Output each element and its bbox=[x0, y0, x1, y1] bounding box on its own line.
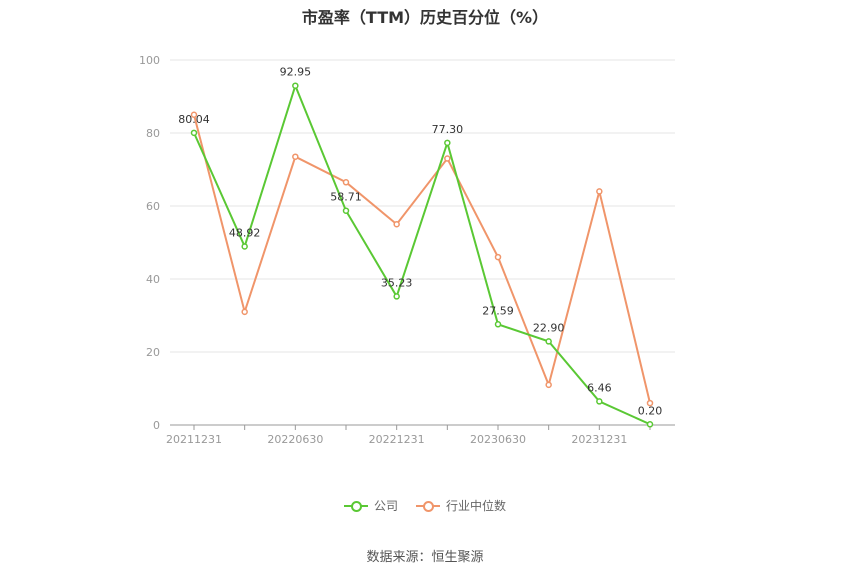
data-point-1 bbox=[444, 155, 451, 162]
data-labels: 80.04 48.92 92.95 58.71 35.23 77.30 27.59 22.90… bbox=[178, 66, 662, 418]
y-tick-label: 40 bbox=[146, 273, 160, 286]
data-point-0 bbox=[190, 129, 198, 137]
x-tick-label: 20211231 bbox=[166, 433, 222, 446]
data-point-0 bbox=[545, 338, 552, 345]
series-layer bbox=[190, 82, 654, 428]
data-label: 27.59 bbox=[482, 304, 514, 317]
y-tick-label: 80 bbox=[146, 127, 160, 140]
data-point-1 bbox=[545, 381, 552, 389]
x-tick-label: 20230630 bbox=[470, 433, 526, 446]
data-label: 0.20 bbox=[638, 404, 663, 417]
data-label: 92.95 bbox=[280, 66, 312, 79]
series-line-0 bbox=[193, 82, 651, 426]
y-tick-label: 100 bbox=[139, 54, 160, 67]
data-label: 80.04 bbox=[178, 113, 210, 126]
data-label: 77.30 bbox=[432, 123, 464, 136]
y-tick-label: 20 bbox=[146, 346, 160, 359]
chart-title: 市盈率（TTM）历史百分位（%） bbox=[301, 8, 549, 27]
legend-item-company[interactable]: 公司 bbox=[343, 497, 398, 514]
data-label: 22.90 bbox=[533, 321, 565, 334]
data-point-1 bbox=[190, 111, 198, 118]
legend: 公司 行业中位数 bbox=[0, 497, 850, 514]
data-point-1 bbox=[393, 221, 400, 228]
legend-label-industry-median: 行业中位数 bbox=[446, 499, 507, 513]
data-label: 6.46 bbox=[587, 381, 612, 394]
data-point-0 bbox=[646, 421, 654, 428]
data-source: 数据来源：恒生聚源 bbox=[366, 550, 484, 565]
y-tick-label: 60 bbox=[146, 200, 160, 213]
data-point-0 bbox=[292, 82, 299, 89]
data-point-0 bbox=[444, 139, 451, 147]
grid-lines bbox=[170, 59, 675, 353]
legend-label-company: 公司 bbox=[373, 499, 398, 513]
data-point-1 bbox=[292, 153, 299, 160]
data-point-1 bbox=[342, 179, 350, 186]
y-tick-label: 0 bbox=[153, 419, 160, 432]
data-point-0 bbox=[494, 321, 502, 328]
data-point-1 bbox=[494, 253, 502, 261]
data-point-0 bbox=[596, 398, 603, 405]
axes: 0 20 40 60 80 100 20211231 20220630 20221231 2023… bbox=[139, 54, 675, 446]
x-tick-label: 20220630 bbox=[267, 433, 323, 446]
legend-swatch-company-icon bbox=[343, 500, 368, 512]
data-label: 35.23 bbox=[381, 276, 413, 289]
data-point-1 bbox=[646, 399, 654, 407]
legend-swatch-industry-icon bbox=[416, 500, 440, 512]
x-tick-label: 20221231 bbox=[369, 433, 425, 446]
data-point-0 bbox=[393, 293, 400, 300]
data-label: 58.71 bbox=[330, 191, 362, 204]
data-point-0 bbox=[342, 207, 350, 214]
data-point-1 bbox=[596, 188, 603, 195]
series-line-1 bbox=[193, 114, 651, 404]
data-label: 48.92 bbox=[229, 226, 261, 239]
x-tick-label: 20231231 bbox=[571, 433, 627, 446]
legend-item-industry-median[interactable]: 行业中位数 bbox=[416, 497, 506, 514]
data-point-1 bbox=[241, 308, 248, 316]
data-point-0 bbox=[241, 243, 248, 250]
